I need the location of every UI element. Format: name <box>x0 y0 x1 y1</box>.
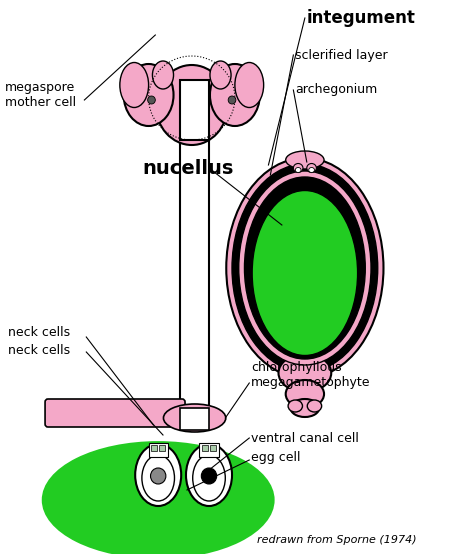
Ellipse shape <box>120 63 148 107</box>
Ellipse shape <box>210 64 260 126</box>
Bar <box>159 445 165 451</box>
Ellipse shape <box>153 61 174 89</box>
Circle shape <box>148 96 155 104</box>
Bar <box>148 443 168 457</box>
Text: egg cell: egg cell <box>251 452 301 464</box>
Ellipse shape <box>163 404 226 432</box>
Text: megaspore
mother cell: megaspore mother cell <box>5 81 76 109</box>
Ellipse shape <box>291 399 319 417</box>
Ellipse shape <box>235 63 264 107</box>
Text: neck cells: neck cells <box>8 343 70 357</box>
Ellipse shape <box>252 191 358 356</box>
Ellipse shape <box>293 163 303 172</box>
Ellipse shape <box>210 61 231 89</box>
Circle shape <box>150 468 166 484</box>
Ellipse shape <box>124 64 174 126</box>
Ellipse shape <box>193 455 225 501</box>
Ellipse shape <box>295 167 301 172</box>
Ellipse shape <box>286 380 324 408</box>
Ellipse shape <box>238 171 371 365</box>
Text: integument: integument <box>307 9 416 27</box>
Ellipse shape <box>286 151 324 169</box>
Bar <box>202 445 208 451</box>
FancyBboxPatch shape <box>45 399 185 427</box>
Bar <box>180 130 209 410</box>
Text: neck cells: neck cells <box>8 326 70 340</box>
Ellipse shape <box>135 444 181 506</box>
Bar <box>210 445 216 451</box>
Ellipse shape <box>288 400 302 412</box>
Ellipse shape <box>156 65 228 145</box>
Bar <box>180 408 209 430</box>
Ellipse shape <box>226 158 383 378</box>
Ellipse shape <box>244 177 365 359</box>
Text: archegonium: archegonium <box>295 84 378 96</box>
Text: sclerified layer: sclerified layer <box>295 49 388 61</box>
Circle shape <box>228 96 236 104</box>
Ellipse shape <box>307 163 316 172</box>
Ellipse shape <box>309 167 315 172</box>
Text: ventral canal cell: ventral canal cell <box>251 432 359 444</box>
Ellipse shape <box>279 354 331 392</box>
Text: chlorophyllous
megagametophyte: chlorophyllous megagametophyte <box>251 361 371 389</box>
Circle shape <box>201 468 216 484</box>
Ellipse shape <box>232 164 378 372</box>
Text: redrawn from Sporne (1974): redrawn from Sporne (1974) <box>257 535 417 545</box>
Bar <box>152 445 157 451</box>
Ellipse shape <box>142 455 175 501</box>
Ellipse shape <box>43 443 273 554</box>
Bar <box>199 443 219 457</box>
Bar <box>180 80 209 140</box>
Ellipse shape <box>307 400 322 412</box>
Text: nucellus: nucellus <box>142 158 233 177</box>
Ellipse shape <box>186 444 232 506</box>
